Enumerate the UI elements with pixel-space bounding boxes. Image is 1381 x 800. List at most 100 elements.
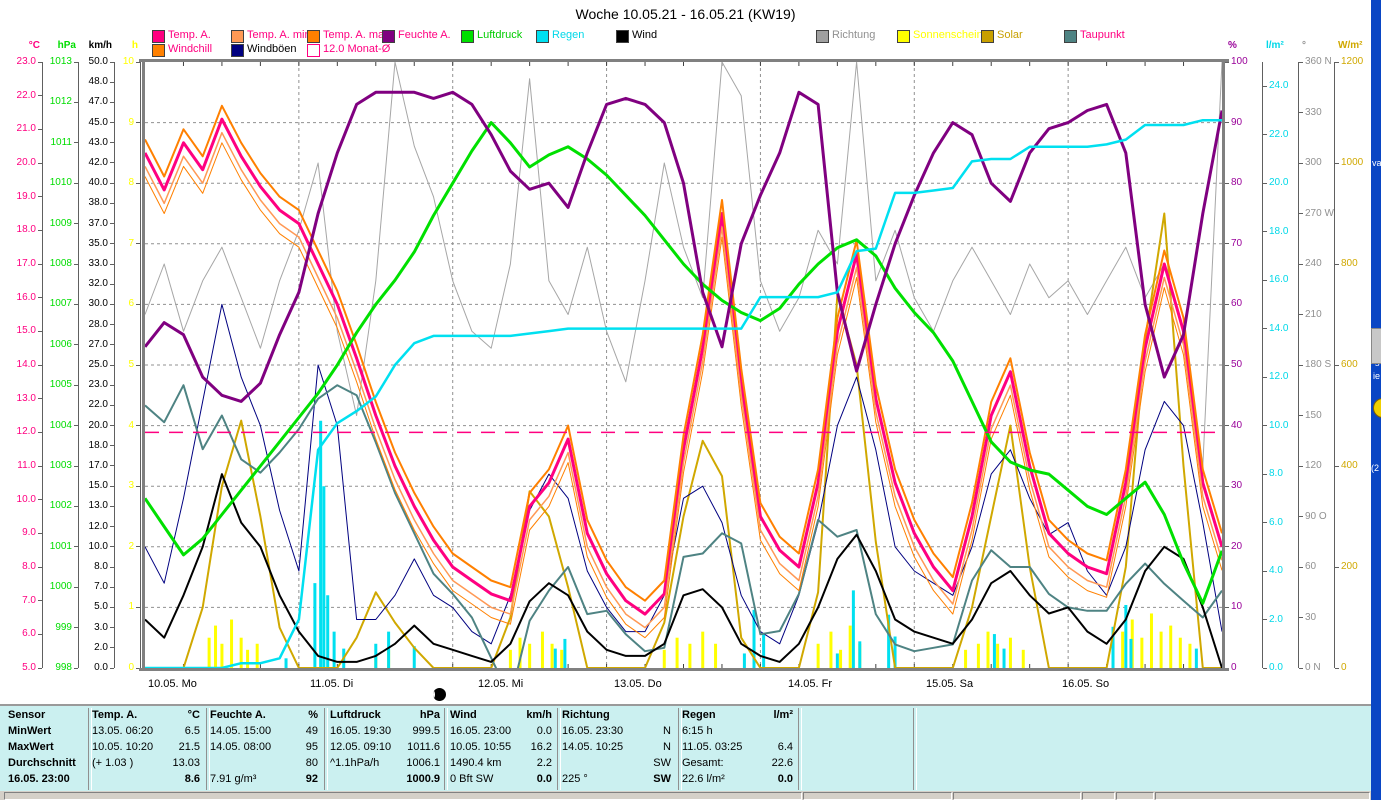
table-cell-value: 80 bbox=[305, 757, 318, 769]
axis-tick-label: 32.0 bbox=[88, 278, 108, 290]
x-axis-label: 16.05. So bbox=[1062, 678, 1110, 690]
legend-label: Richtung bbox=[832, 29, 876, 41]
legend-swatch-icon bbox=[897, 30, 910, 43]
table-cell-value: 6.4 bbox=[777, 741, 793, 753]
axis-tick-label: 7 bbox=[128, 237, 134, 249]
table-col-unit: °C bbox=[187, 709, 200, 721]
series-temp_a bbox=[145, 117, 1222, 616]
axis-tick-label: 40 bbox=[1231, 419, 1243, 431]
axis-tick-label: 998 bbox=[55, 662, 72, 673]
legend-item-feuchte-a-[interactable]: Feuchte A. bbox=[382, 29, 512, 43]
table-row-label: Sensor bbox=[8, 709, 46, 721]
legend-item-taupunkt[interactable]: Taupunkt bbox=[1064, 29, 1194, 43]
legend-item-regen[interactable]: Regen bbox=[536, 29, 666, 43]
table-col-title: Temp. A. bbox=[92, 709, 138, 721]
legend-item-12-0-monat-[interactable]: 12.0 Monat-Ø bbox=[307, 43, 437, 57]
axis-tick-label: 12.0 bbox=[16, 426, 36, 438]
legend-label: Temp. A. bbox=[168, 29, 211, 41]
axis-tick-label: 18.0 bbox=[1269, 225, 1289, 237]
legend-swatch-icon bbox=[382, 30, 395, 43]
legend-item-temp-a-[interactable]: Temp. A. bbox=[152, 29, 282, 43]
table-col-title: Luftdruck bbox=[330, 709, 381, 721]
axis-tick-label: 9 bbox=[128, 116, 134, 128]
table-cell: 13.05. 06:20 bbox=[92, 725, 154, 737]
legend-item-temp-a-min[interactable]: Temp. A. min bbox=[231, 29, 361, 43]
legend-item-sonnenschein[interactable]: Sonnenschein bbox=[897, 29, 1027, 43]
axis-tick-label: 1004 bbox=[49, 419, 72, 431]
axis-tick-label: 37.0 bbox=[88, 217, 108, 229]
legend-item-temp-a-max[interactable]: Temp. A. max bbox=[307, 29, 437, 43]
axis-tick-label: 0 N bbox=[1305, 662, 1321, 673]
legend-swatch-icon bbox=[152, 44, 165, 57]
axis-tick-label: 3 bbox=[128, 480, 134, 492]
axis-tick-label: 210 bbox=[1305, 308, 1322, 320]
axis-tick-label: 150 bbox=[1305, 409, 1322, 421]
axis-tick-label: 1010 bbox=[49, 177, 72, 189]
axis-tick-label: 800 bbox=[1341, 258, 1358, 269]
plot-border bbox=[139, 59, 1229, 62]
table-cell: 11.05. 03:25 bbox=[682, 741, 743, 753]
axis-tick-label: 30 bbox=[1305, 611, 1317, 623]
plot-border bbox=[142, 59, 145, 671]
x-axis-label: 14.05. Fr bbox=[788, 678, 833, 690]
legend-item-windchill[interactable]: Windchill bbox=[152, 43, 282, 57]
axis-tick-label: 6.0 bbox=[1269, 516, 1283, 528]
axis-unit-h: h bbox=[131, 40, 138, 51]
axis-tick-label: 1000 bbox=[1341, 157, 1364, 168]
legend-swatch-icon bbox=[231, 44, 244, 57]
table-cell-value: 21.5 bbox=[178, 741, 200, 753]
x-axis-label: 12.05. Mi bbox=[478, 678, 524, 690]
axis-tick-label: 1011 bbox=[50, 136, 72, 148]
table-cell: 14.05. 15:00 bbox=[210, 725, 272, 737]
axis-tick-label: 27.0 bbox=[88, 338, 108, 350]
axis-tick-label: 10.0 bbox=[16, 493, 36, 505]
table-col-unit: % bbox=[308, 709, 318, 721]
axis-unit-km/h: km/h bbox=[88, 40, 112, 51]
table-divider bbox=[913, 708, 917, 790]
axis-tick-label: 1012 bbox=[49, 96, 72, 108]
legend-item-luftdruck[interactable]: Luftdruck bbox=[461, 29, 591, 43]
legend-swatch-icon bbox=[461, 30, 474, 43]
axis-tick-label: 22.0 bbox=[16, 89, 36, 101]
axis-tick-label: 5 bbox=[128, 359, 134, 370]
axis-tick-label: 7.0 bbox=[22, 594, 36, 606]
axis-tick-label: 24.0 bbox=[1269, 80, 1289, 92]
legend-item-windb-en[interactable]: Windböen bbox=[231, 43, 361, 57]
axis-tick-label: 10.0 bbox=[88, 540, 108, 552]
axis-tick-label: 360 N bbox=[1305, 56, 1332, 67]
axis-tick-label: 23.0 bbox=[16, 56, 36, 67]
axis-tick-label: 4 bbox=[128, 419, 134, 431]
axis-tick-label: 14.0 bbox=[1269, 322, 1289, 334]
table-cell: 22.6 l/m² bbox=[682, 773, 725, 785]
table-cell: 16.05. 19:30 bbox=[330, 725, 392, 737]
axis-tick-label: 16.0 bbox=[16, 291, 36, 303]
axis-tick-label: 80 bbox=[1231, 177, 1243, 189]
table-row-label: 16.05. 23:00 bbox=[8, 773, 70, 785]
axis-line-W/m² bbox=[1334, 62, 1335, 668]
table-cell: (+ 1.03 ) bbox=[92, 757, 134, 769]
axis-tick-label: 11.0 bbox=[17, 460, 36, 471]
moon-crescent bbox=[433, 688, 435, 701]
legend-label: Windböen bbox=[247, 43, 297, 55]
legend-item-solar[interactable]: Solar bbox=[981, 29, 1111, 43]
desktop-text-fragment: (2 bbox=[1371, 463, 1380, 473]
axis-tick-label: 15.0 bbox=[88, 480, 108, 492]
legend-item-wind[interactable]: Wind bbox=[616, 29, 746, 43]
table-cell-value: 13.03 bbox=[172, 757, 200, 769]
axis-tick-label: 40.0 bbox=[88, 177, 108, 189]
axis-tick-label: 25.0 bbox=[88, 359, 108, 370]
axis-tick-label: 2.0 bbox=[94, 641, 108, 653]
legend-item-richtung[interactable]: Richtung bbox=[816, 29, 946, 43]
legend-label: Temp. A. max bbox=[323, 29, 390, 41]
axis-tick-label: 1007 bbox=[49, 298, 72, 310]
axis-line-l/m² bbox=[1262, 62, 1263, 668]
axis-tick-label: 6 bbox=[128, 298, 134, 310]
series-temp_max bbox=[145, 104, 1222, 602]
axis-tick-label: 16.0 bbox=[1269, 274, 1289, 286]
table-col-unit: hPa bbox=[419, 709, 440, 721]
legend-label: Sonnenschein bbox=[913, 29, 983, 41]
table-cell-value: 16.2 bbox=[530, 741, 552, 753]
axis-tick-label: 240 bbox=[1305, 258, 1322, 269]
axis-tick-label: 22.0 bbox=[88, 399, 108, 411]
legend-swatch-icon bbox=[231, 30, 244, 43]
